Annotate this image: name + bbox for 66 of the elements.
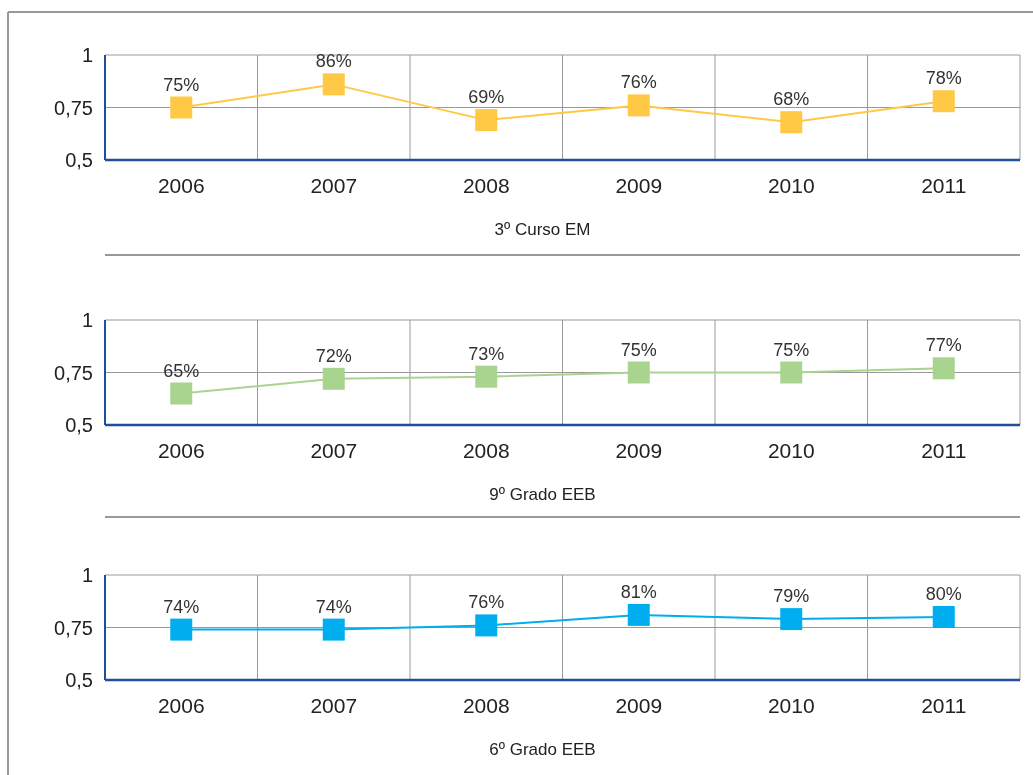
x-tick-label: 2009 — [615, 439, 663, 462]
data-label: 76% — [468, 592, 505, 613]
point — [475, 365, 498, 388]
point — [322, 367, 345, 390]
y-tick-label: 1 — [81, 309, 93, 331]
point — [932, 606, 955, 628]
data-label: 78% — [925, 68, 962, 89]
y-tick-label: 1 — [81, 44, 93, 66]
x-tick-label: 2007 — [310, 174, 358, 197]
data-label: 80% — [925, 584, 962, 604]
y-tick-label: 0,5 — [65, 414, 93, 436]
point — [932, 90, 955, 113]
y-tick-label: 0,5 — [65, 149, 93, 171]
data-label: 68% — [773, 89, 810, 110]
point — [627, 603, 650, 626]
data-label: 77% — [925, 335, 962, 356]
x-tick-label: 2008 — [462, 439, 510, 462]
x-tick-label: 2007 — [310, 694, 358, 717]
point — [780, 361, 803, 384]
x-axis-title: 3º Curso EM — [494, 220, 591, 239]
data-label: 65% — [163, 360, 200, 381]
data-label: 75% — [773, 339, 810, 360]
data-label: 74% — [163, 596, 200, 617]
y-tick-label: 0,5 — [65, 669, 93, 691]
x-tick-label: 2008 — [462, 174, 510, 197]
point — [475, 614, 498, 637]
y-tick-label: 0,75 — [54, 361, 93, 384]
x-tick-label: 2008 — [462, 694, 510, 717]
point — [322, 618, 345, 641]
x-tick-label: 2010 — [767, 439, 815, 462]
y-tick-label: 0,75 — [54, 96, 93, 119]
data-label: 79% — [773, 586, 810, 607]
x-tick-label: 2007 — [310, 439, 358, 462]
x-tick-label: 2006 — [157, 694, 205, 717]
data-label: 72% — [315, 345, 352, 366]
x-tick-label: 2011 — [921, 174, 967, 197]
point — [780, 608, 803, 631]
point — [170, 618, 193, 641]
point — [170, 96, 193, 119]
x-tick-label: 2010 — [767, 694, 815, 717]
y-tick-label: 0,75 — [54, 616, 93, 639]
x-tick-label: 2006 — [157, 174, 205, 197]
x-tick-label: 2009 — [615, 174, 663, 197]
x-tick-label: 2011 — [921, 439, 967, 462]
point — [627, 361, 650, 384]
point — [627, 94, 650, 117]
data-label: 81% — [620, 581, 657, 602]
point — [322, 73, 345, 96]
point — [170, 382, 193, 405]
data-label: 76% — [620, 72, 657, 93]
data-label: 75% — [620, 339, 657, 360]
data-label: 73% — [468, 343, 505, 364]
x-axis-title: 6º Grado EEB — [489, 740, 596, 759]
point — [780, 111, 803, 134]
x-tick-label: 2010 — [767, 174, 815, 197]
point — [932, 357, 955, 380]
x-tick-label: 2011 — [921, 694, 967, 717]
x-tick-label: 2009 — [615, 694, 663, 717]
data-label: 86% — [315, 51, 352, 72]
data-label: 69% — [468, 87, 505, 108]
x-tick-label: 2006 — [157, 439, 205, 462]
data-label: 75% — [163, 74, 200, 95]
x-axis-title: 9º Grado EEB — [489, 485, 596, 504]
y-tick-label: 1 — [81, 564, 93, 586]
point — [475, 109, 498, 132]
data-label: 74% — [315, 596, 352, 617]
